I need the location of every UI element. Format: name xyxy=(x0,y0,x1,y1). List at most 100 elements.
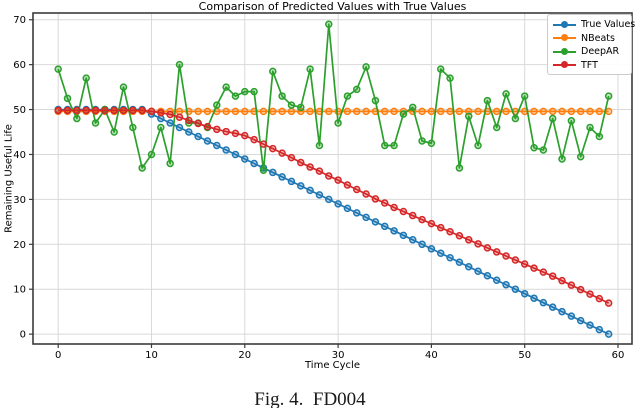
series-nbeats-marker xyxy=(269,107,277,116)
legend-item-nbeats: NBeats xyxy=(553,32,627,45)
series-tft-marker xyxy=(315,167,324,175)
series-true-values-marker xyxy=(567,312,576,320)
series-tft-marker xyxy=(595,294,604,303)
series-true-values-marker xyxy=(576,316,585,325)
series-true-values-marker xyxy=(586,321,594,329)
series-true-values-marker xyxy=(511,285,520,293)
series-nbeats-marker xyxy=(418,107,426,116)
series-nbeats-marker xyxy=(446,107,454,116)
series-tft-marker xyxy=(213,125,221,134)
x-tick-label: 10 xyxy=(145,350,158,361)
series-true-values-marker xyxy=(269,168,277,177)
series-nbeats-marker xyxy=(222,107,230,116)
series-tft-marker xyxy=(203,122,212,131)
series-tft-marker xyxy=(110,106,118,115)
series-deepar-marker xyxy=(73,114,81,123)
legend-marker-icon xyxy=(561,20,568,28)
y-tick-label: 60 xyxy=(13,60,26,71)
chart-title: Comparison of Predicted Values with True… xyxy=(198,0,467,13)
series-deepar-marker xyxy=(530,143,538,152)
series-tft-marker xyxy=(175,113,184,121)
series-tft-marker xyxy=(259,140,268,148)
series-deepar-marker xyxy=(362,63,370,71)
series-nbeats-marker xyxy=(203,107,212,116)
series-true-values-marker xyxy=(334,200,342,208)
series-nbeats-marker xyxy=(380,107,389,116)
series-deepar-marker xyxy=(213,101,221,109)
series-tft-marker xyxy=(278,149,286,157)
series-nbeats-marker xyxy=(287,107,296,116)
series-deepar-marker xyxy=(511,114,520,123)
series-true-values-marker xyxy=(502,280,510,289)
series-deepar-marker xyxy=(408,103,417,112)
series-true-values-marker xyxy=(278,173,286,181)
series-tft-marker xyxy=(250,135,258,144)
series-deepar-marker xyxy=(259,166,268,174)
series-tft-marker xyxy=(222,127,230,136)
series-nbeats-marker xyxy=(492,107,501,116)
series-tft-marker xyxy=(492,248,501,256)
series-deepar-marker xyxy=(436,65,445,73)
x-tick-label: 60 xyxy=(612,350,625,361)
legend-line-sample xyxy=(553,61,576,69)
series-deepar-marker xyxy=(567,117,576,125)
legend-label: TFT xyxy=(581,59,598,71)
series-deepar-marker xyxy=(166,159,174,168)
series-true-values-marker xyxy=(530,294,538,302)
legend-item-deepar: DeepAR xyxy=(553,45,627,58)
series-deepar-marker xyxy=(147,150,156,159)
series-deepar-marker xyxy=(325,20,333,28)
series-deepar-marker xyxy=(586,123,594,132)
series-true-values-marker xyxy=(604,330,613,338)
series-true-values-marker xyxy=(464,263,473,271)
x-axis-label: Time Cycle xyxy=(305,360,360,371)
series-tft-marker xyxy=(520,260,529,268)
series-nbeats-marker xyxy=(595,107,604,116)
legend-marker-icon xyxy=(561,61,568,69)
series-true-values-marker xyxy=(241,155,249,163)
series-deepar-marker xyxy=(250,87,258,96)
series-tft-marker xyxy=(380,199,389,207)
series-nbeats-marker xyxy=(530,107,538,116)
series-tft-marker xyxy=(464,236,473,244)
series-deepar-marker xyxy=(54,65,62,73)
series-tft-marker xyxy=(390,203,398,212)
series-deepar-marker xyxy=(483,96,492,105)
legend-line-sample xyxy=(553,34,576,42)
series-tft-line xyxy=(58,109,610,304)
series-nbeats-marker xyxy=(567,107,576,116)
series-true-values-marker xyxy=(371,218,380,226)
series-tft-marker xyxy=(586,290,594,298)
series-deepar-marker xyxy=(278,92,286,100)
series-nbeats-marker xyxy=(502,107,510,116)
series-tft-marker xyxy=(73,106,81,115)
legend-label: True Values xyxy=(581,19,636,31)
series-true-values-marker xyxy=(418,240,426,249)
series-deepar-marker xyxy=(371,96,380,105)
series-tft-marker xyxy=(455,232,464,240)
legend-label: DeepAR xyxy=(581,46,620,58)
series-true-values-marker xyxy=(408,236,417,244)
series-true-values-marker xyxy=(483,271,492,280)
series-true-values-marker xyxy=(185,128,193,136)
series-true-values-marker xyxy=(436,249,445,258)
series-tft-marker xyxy=(297,158,305,167)
series-deepar-marker xyxy=(157,123,165,132)
series-true-values-marker xyxy=(380,222,389,231)
series-deepar-marker xyxy=(595,132,604,141)
series-true-values-line xyxy=(58,108,610,335)
series-nbeats-marker xyxy=(586,107,594,116)
legend: True Values NBeats DeepAR TFT xyxy=(547,14,636,75)
series-deepar-marker xyxy=(390,141,398,150)
series-deepar-marker xyxy=(399,110,408,118)
legend-marker-icon xyxy=(561,34,568,42)
series-tft-marker xyxy=(241,131,249,140)
series-tft-marker xyxy=(166,110,174,119)
series-true-values-marker xyxy=(231,150,240,159)
series-deepar-marker xyxy=(492,123,501,132)
series-tft-marker xyxy=(362,190,370,198)
series-nbeats-marker xyxy=(427,107,436,116)
series-deepar-marker xyxy=(241,87,249,96)
plot-area: 0 10 20 30 40 50 60 0 10 20 30 40 50 60 70 xyxy=(13,12,633,361)
series-true-values-marker xyxy=(390,227,398,235)
